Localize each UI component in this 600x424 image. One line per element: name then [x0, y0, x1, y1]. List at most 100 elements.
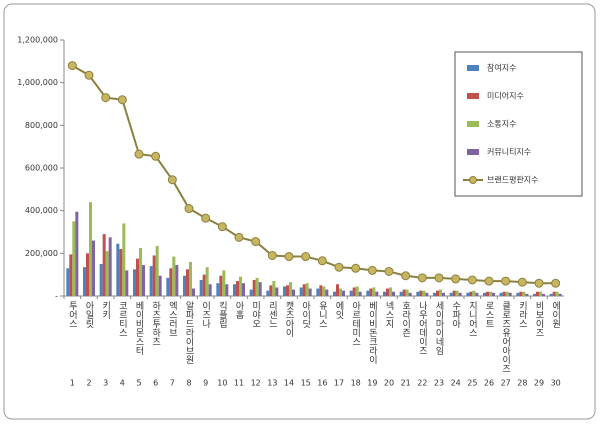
- rank-label: 25: [467, 379, 477, 388]
- x-tick-label: 넥스지: [384, 301, 394, 329]
- bar: [352, 287, 356, 296]
- bar: [449, 292, 453, 296]
- bar: [366, 290, 370, 296]
- rank-label: 28: [517, 379, 527, 388]
- bar: [389, 287, 392, 296]
- bar: [452, 290, 456, 296]
- bar: [302, 284, 306, 296]
- x-tick-label: 베이비돈크라이: [367, 301, 377, 365]
- bar: [305, 283, 309, 296]
- bar: [183, 275, 186, 296]
- bar: [299, 287, 303, 296]
- bar: [89, 202, 92, 296]
- x-tick-label: 아일릿: [84, 301, 94, 329]
- bar: [322, 286, 326, 296]
- x-tick-label: 아홉: [234, 301, 244, 319]
- bar: [549, 293, 553, 296]
- bar: [225, 284, 229, 296]
- bar: [355, 286, 359, 296]
- rank-label: 27: [501, 379, 511, 388]
- x-tick-label: 알파드라이브원: [184, 301, 194, 364]
- bar: [116, 243, 120, 296]
- line-point: [67, 61, 77, 71]
- bar: [472, 290, 476, 296]
- bar: [155, 245, 159, 296]
- legend-swatch: [467, 121, 479, 127]
- bar: [442, 292, 445, 296]
- bar: [492, 292, 495, 296]
- bar: [72, 221, 76, 296]
- line-point: [317, 256, 327, 266]
- bar: [508, 292, 512, 296]
- line-point: [367, 265, 377, 275]
- rank-label: 23: [434, 379, 444, 388]
- rank-label: 3: [103, 379, 108, 388]
- bar: [405, 289, 409, 296]
- x-tick-label: 나우어데이즈: [417, 301, 427, 355]
- bar: [552, 291, 556, 296]
- bar: [558, 293, 562, 296]
- rank-label: 13: [267, 379, 277, 388]
- rank-label: 26: [484, 379, 494, 388]
- line-point: [301, 252, 311, 262]
- bar: [283, 286, 286, 296]
- bar: [86, 253, 89, 296]
- line-point: [134, 149, 144, 159]
- rank-label: 18: [351, 379, 361, 388]
- bar: [455, 290, 459, 296]
- bar: [169, 268, 173, 296]
- bar: [349, 290, 353, 296]
- legend-label: 참여지수: [487, 63, 516, 73]
- x-tick-label: 이즈나: [200, 301, 210, 329]
- bar: [175, 265, 179, 296]
- bar: [525, 293, 529, 296]
- rank-label: 1: [70, 379, 75, 388]
- bar: [192, 288, 195, 296]
- bar: [475, 292, 479, 296]
- bar: [136, 258, 139, 296]
- x-tick-label: 리센느: [267, 301, 277, 328]
- line-point: [351, 263, 361, 273]
- legend-marker: [469, 176, 477, 184]
- bar: [239, 276, 242, 296]
- x-tick-label: 캣츠아이: [284, 301, 294, 338]
- legend-label: 브랜드평판지수: [487, 175, 539, 185]
- bar: [272, 281, 276, 296]
- legend-label: 미디어지수: [487, 91, 524, 101]
- rank-label: 11: [234, 379, 244, 388]
- x-tick-label: 아르테미스: [350, 301, 360, 346]
- bar: [483, 292, 486, 296]
- bar: [466, 292, 470, 296]
- bar: [542, 293, 545, 296]
- legend-swatch: [467, 93, 479, 99]
- bar: [119, 249, 123, 296]
- legend-label: 커뮤니티지수: [487, 147, 531, 157]
- x-tick-label: 에이원: [550, 301, 560, 328]
- bar: [325, 289, 329, 296]
- bar: [502, 291, 506, 296]
- rank-label: 12: [251, 379, 261, 388]
- bar: [152, 255, 156, 296]
- rank-label: 30: [551, 379, 561, 388]
- line-point: [184, 204, 194, 214]
- line-point: [251, 237, 261, 247]
- line-point: [484, 276, 494, 286]
- bar: [425, 292, 429, 296]
- bar: [69, 254, 73, 296]
- bar: [158, 275, 162, 296]
- bar: [386, 288, 389, 296]
- bar: [469, 291, 473, 296]
- line-point: [101, 93, 111, 103]
- bar: [289, 282, 292, 296]
- line-point: [234, 232, 244, 242]
- rank-label: 6: [153, 379, 158, 388]
- bar: [219, 275, 223, 296]
- line-point: [501, 276, 511, 286]
- bar: [216, 283, 220, 296]
- line-point: [517, 277, 527, 287]
- x-tick-label: 에잇: [334, 301, 344, 320]
- bar: [533, 293, 536, 296]
- bar: [392, 291, 395, 296]
- bar: [372, 287, 376, 296]
